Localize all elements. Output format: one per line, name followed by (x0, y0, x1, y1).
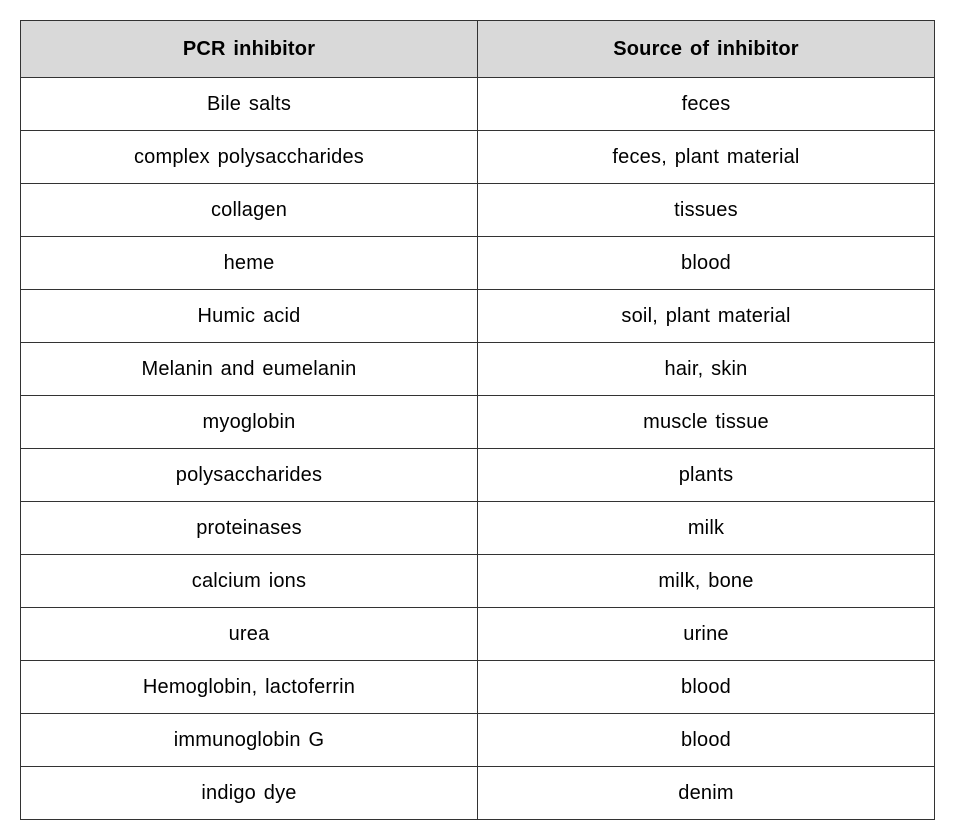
cell-source: feces, plant material (478, 131, 935, 184)
table-row: Melanin and eumelanin hair, skin (21, 343, 935, 396)
cell-inhibitor: immunoglobin G (21, 714, 478, 767)
table-row: Bile salts feces (21, 78, 935, 131)
cell-source: muscle tissue (478, 396, 935, 449)
cell-source: blood (478, 661, 935, 714)
table-header: PCR inhibitor Source of inhibitor (21, 21, 935, 78)
table-row: myoglobin muscle tissue (21, 396, 935, 449)
cell-inhibitor: Hemoglobin, lactoferrin (21, 661, 478, 714)
col-header-inhibitor: PCR inhibitor (21, 21, 478, 78)
table-row: urea urine (21, 608, 935, 661)
table-row: proteinases milk (21, 502, 935, 555)
table-row: polysaccharides plants (21, 449, 935, 502)
cell-inhibitor: heme (21, 237, 478, 290)
cell-source: denim (478, 767, 935, 820)
col-header-source: Source of inhibitor (478, 21, 935, 78)
table-row: immunoglobin G blood (21, 714, 935, 767)
table-body: Bile salts feces complex polysaccharides… (21, 78, 935, 820)
cell-inhibitor: Bile salts (21, 78, 478, 131)
cell-source: feces (478, 78, 935, 131)
cell-source: soil, plant material (478, 290, 935, 343)
cell-inhibitor: Humic acid (21, 290, 478, 343)
table-header-row: PCR inhibitor Source of inhibitor (21, 21, 935, 78)
cell-source: hair, skin (478, 343, 935, 396)
table-row: Humic acid soil, plant material (21, 290, 935, 343)
cell-source: milk (478, 502, 935, 555)
table-row: complex polysaccharides feces, plant mat… (21, 131, 935, 184)
cell-source: urine (478, 608, 935, 661)
cell-source: tissues (478, 184, 935, 237)
cell-inhibitor: urea (21, 608, 478, 661)
table-row: calcium ions milk, bone (21, 555, 935, 608)
pcr-inhibitor-table: PCR inhibitor Source of inhibitor Bile s… (20, 20, 935, 820)
cell-inhibitor: indigo dye (21, 767, 478, 820)
cell-source: plants (478, 449, 935, 502)
cell-source: blood (478, 714, 935, 767)
cell-inhibitor: polysaccharides (21, 449, 478, 502)
cell-source: milk, bone (478, 555, 935, 608)
table-row: heme blood (21, 237, 935, 290)
cell-inhibitor: myoglobin (21, 396, 478, 449)
cell-inhibitor: Melanin and eumelanin (21, 343, 478, 396)
cell-inhibitor: calcium ions (21, 555, 478, 608)
pcr-inhibitor-table-wrapper: PCR inhibitor Source of inhibitor Bile s… (20, 20, 935, 820)
cell-inhibitor: collagen (21, 184, 478, 237)
cell-source: blood (478, 237, 935, 290)
cell-inhibitor: proteinases (21, 502, 478, 555)
table-row: collagen tissues (21, 184, 935, 237)
table-row: indigo dye denim (21, 767, 935, 820)
table-row: Hemoglobin, lactoferrin blood (21, 661, 935, 714)
cell-inhibitor: complex polysaccharides (21, 131, 478, 184)
